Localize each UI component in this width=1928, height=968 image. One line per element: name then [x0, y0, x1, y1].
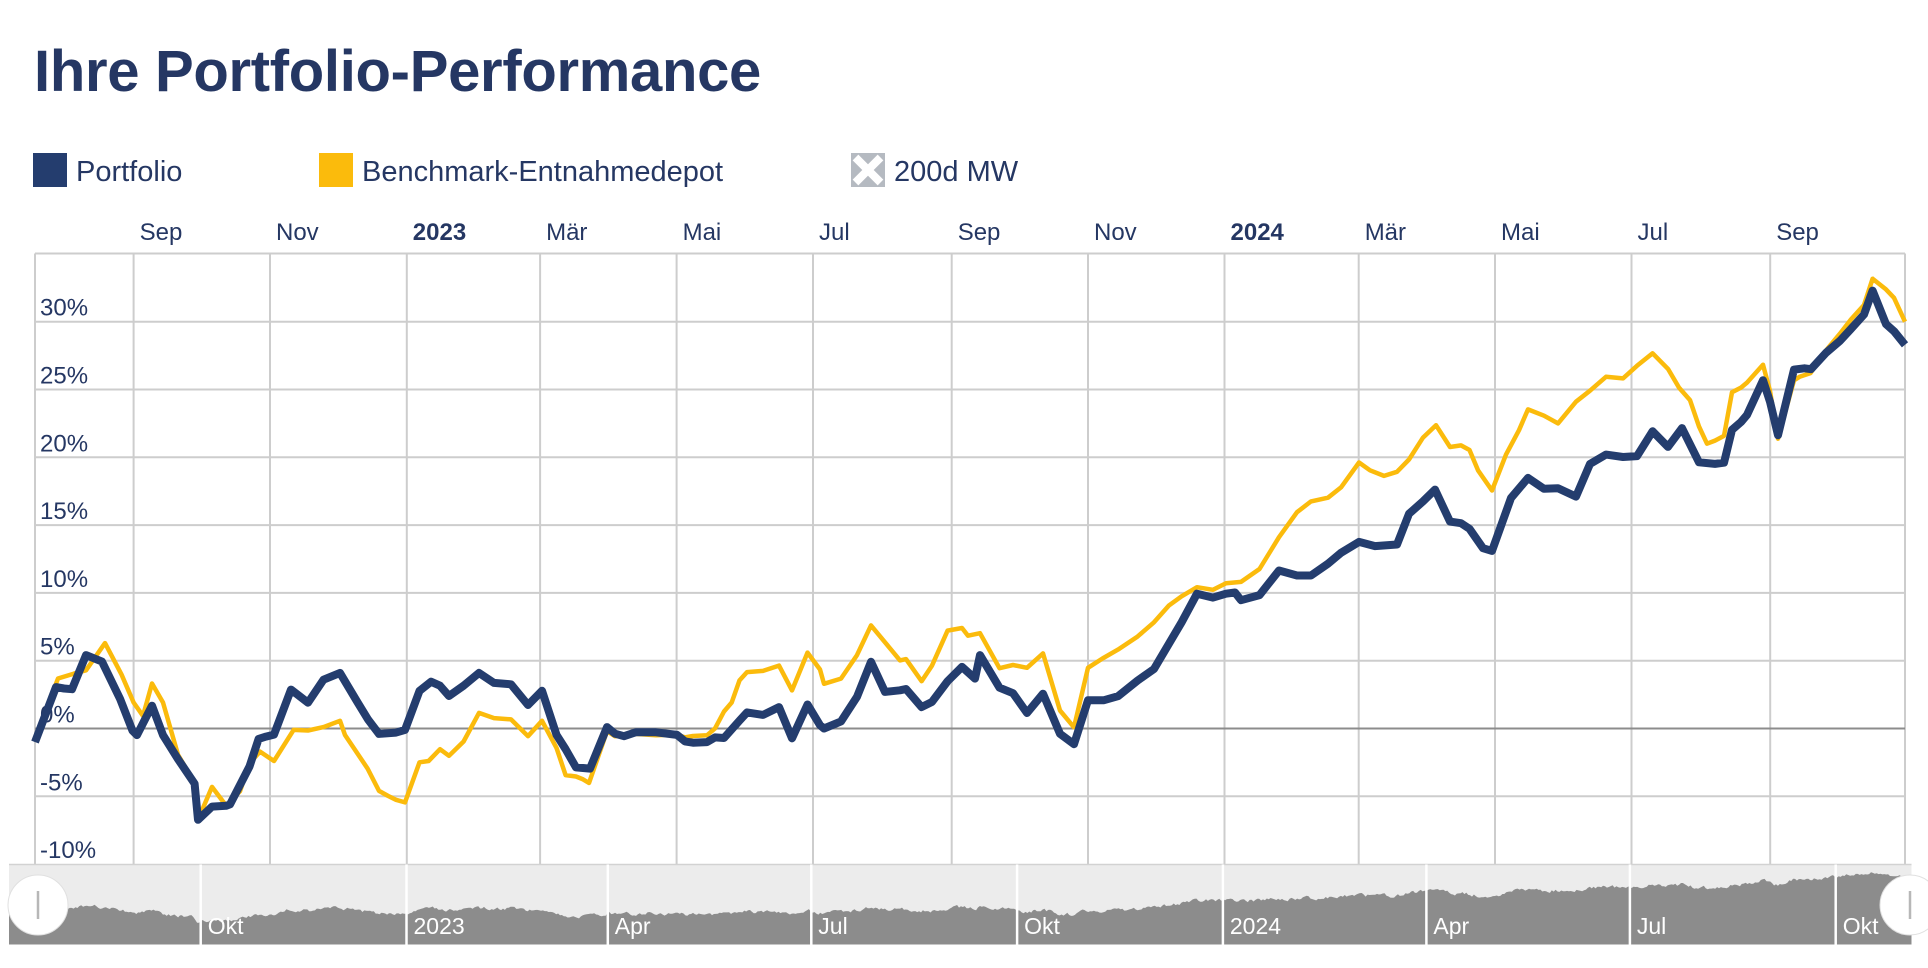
- svg-text:Mär: Mär: [546, 219, 587, 246]
- svg-text:Mär: Mär: [1365, 219, 1406, 246]
- svg-text:15%: 15%: [40, 498, 88, 525]
- svg-text:30%: 30%: [40, 295, 88, 322]
- svg-text:5%: 5%: [40, 634, 75, 661]
- svg-text:Benchmark-Entnahmedepot: Benchmark-Entnahmedepot: [362, 156, 723, 188]
- svg-text:Okt: Okt: [1024, 913, 1060, 939]
- svg-text:Mai: Mai: [1501, 219, 1540, 246]
- svg-text:25%: 25%: [40, 363, 88, 390]
- svg-text:Okt: Okt: [1843, 913, 1879, 939]
- svg-text:Nov: Nov: [1094, 219, 1137, 246]
- svg-text:200d MW: 200d MW: [894, 156, 1019, 188]
- svg-text:Mai: Mai: [683, 219, 722, 246]
- svg-text:Apr: Apr: [1433, 913, 1469, 939]
- svg-text:Portfolio: Portfolio: [76, 156, 182, 188]
- svg-text:Okt: Okt: [208, 913, 244, 939]
- svg-text:Ihre Portfolio-Performance: Ihre Portfolio-Performance: [34, 39, 761, 104]
- svg-text:2023: 2023: [413, 219, 466, 246]
- svg-text:Jul: Jul: [818, 913, 847, 939]
- svg-text:20%: 20%: [40, 430, 88, 457]
- svg-text:Sep: Sep: [140, 219, 183, 246]
- svg-text:2024: 2024: [1231, 219, 1285, 246]
- svg-text:Sep: Sep: [958, 219, 1001, 246]
- svg-text:-5%: -5%: [40, 769, 83, 796]
- svg-text:Sep: Sep: [1776, 219, 1819, 246]
- svg-text:Apr: Apr: [615, 913, 651, 939]
- svg-text:-10%: -10%: [40, 837, 96, 864]
- svg-text:10%: 10%: [40, 566, 88, 593]
- svg-text:Jul: Jul: [1638, 219, 1669, 246]
- svg-text:Jul: Jul: [819, 219, 850, 246]
- svg-text:2023: 2023: [414, 913, 465, 939]
- svg-text:2024: 2024: [1230, 913, 1281, 939]
- svg-text:Jul: Jul: [1637, 913, 1666, 939]
- svg-text:Nov: Nov: [276, 219, 319, 246]
